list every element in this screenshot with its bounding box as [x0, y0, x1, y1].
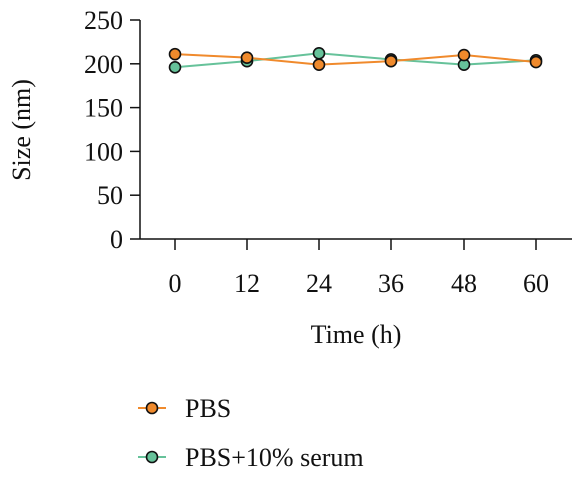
- x-axis-ticks: 0 12 24 36 48 60: [169, 239, 549, 298]
- legend-marker: [145, 401, 159, 415]
- legend-label: PBS: [185, 394, 231, 423]
- y-axis-ticks: 0 50 100 150 200 250: [84, 6, 140, 254]
- x-tick-label: 24: [306, 269, 332, 298]
- y-tick-label: 100: [84, 137, 123, 166]
- y-tick-label: 50: [97, 181, 123, 210]
- data-point: [312, 58, 326, 71]
- data-point: [529, 55, 543, 69]
- data-point: [384, 54, 398, 68]
- legend-marker: [145, 450, 159, 464]
- data-series: [168, 46, 543, 74]
- x-tick-label: 36: [378, 269, 404, 298]
- legend: PBS PBS+10% serum: [138, 394, 364, 472]
- data-point: [240, 51, 254, 64]
- axes: [139, 20, 572, 240]
- legend-item: PBS: [138, 394, 231, 423]
- data-point: [312, 46, 326, 60]
- legend-item: PBS+10% serum: [138, 443, 364, 472]
- y-axis-label: Size (nm): [7, 79, 36, 181]
- y-tick-label: 200: [84, 50, 123, 79]
- x-tick-label: 48: [451, 269, 477, 298]
- data-point: [457, 48, 471, 62]
- series-pbs: [168, 47, 543, 71]
- series-line: [174, 53, 537, 66]
- y-tick-label: 150: [84, 94, 123, 123]
- x-tick-label: 0: [169, 269, 182, 298]
- series-line: [174, 52, 537, 69]
- x-axis-label: Time (h): [311, 320, 402, 349]
- series-pbs-serum: [168, 46, 543, 74]
- data-point: [168, 61, 182, 74]
- x-tick-label: 60: [523, 269, 549, 298]
- y-tick-label: 0: [110, 225, 123, 254]
- x-tick-label: 12: [234, 269, 260, 298]
- data-point: [168, 47, 182, 61]
- y-tick-label: 250: [84, 6, 123, 35]
- legend-label: PBS+10% serum: [185, 443, 364, 472]
